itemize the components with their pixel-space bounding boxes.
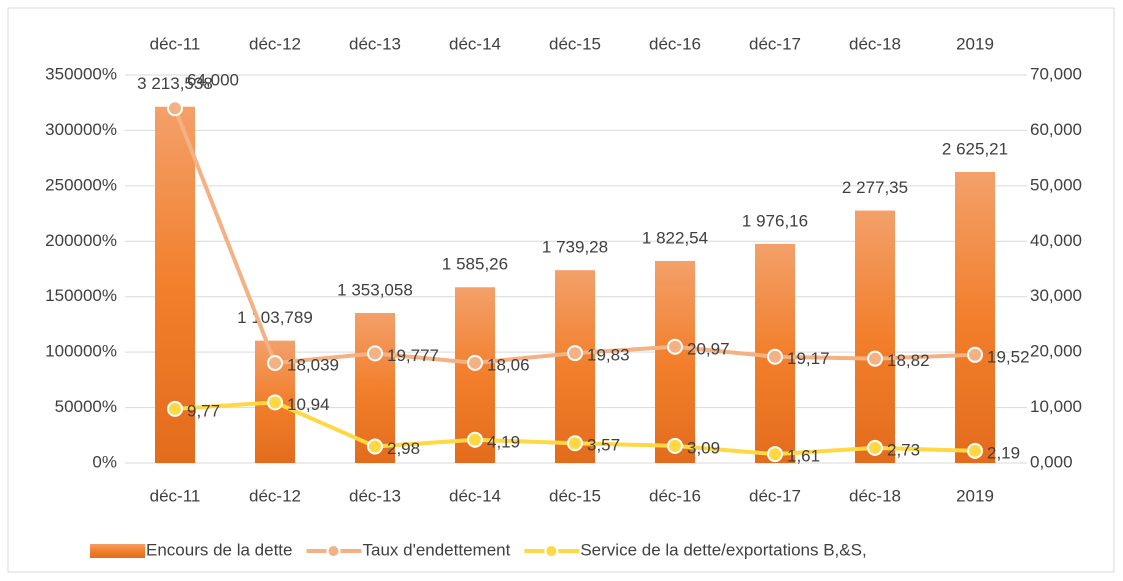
line-marker (567, 435, 583, 452)
y2-tick-label: 10,000 (1030, 397, 1082, 416)
line-value-label: 20,97 (687, 339, 730, 358)
line-value-label: 18,039 (287, 355, 339, 374)
line-value-label: 3,57 (587, 436, 620, 455)
line-marker (967, 346, 983, 363)
legend-label: Encours de la dette (146, 540, 292, 559)
y2-tick-label: 70,000 (1030, 64, 1082, 83)
y-tick-label: 150000% (45, 286, 117, 305)
bar-value-label: 1 976,16 (742, 211, 808, 230)
y2-tick-label: 60,000 (1030, 120, 1082, 139)
line-value-label: 4,19 (487, 432, 520, 451)
line-value-label: 3,09 (687, 438, 720, 457)
bar-value-label: 1 353,058 (337, 280, 413, 299)
line-marker (667, 437, 683, 454)
line-value-label: 19,777 (387, 346, 439, 365)
line-marker (367, 438, 383, 455)
legend-swatch (90, 544, 145, 558)
y2-tick-label: 20,000 (1030, 342, 1082, 361)
y2-tick-label: 40,000 (1030, 231, 1082, 250)
line-marker (967, 442, 983, 459)
line-value-label: 10,94 (287, 395, 330, 414)
bar (855, 210, 895, 463)
line-marker (567, 345, 583, 362)
line-marker (167, 100, 183, 117)
line-marker (467, 354, 483, 371)
line-marker (367, 345, 383, 362)
line-value-label: 64,000 (187, 71, 239, 90)
x-tick-label-top: déc-13 (349, 34, 401, 53)
line-value-label: 18,82 (887, 351, 930, 370)
line-value-label: 18,06 (487, 355, 530, 374)
y-tick-label: 350000% (45, 64, 117, 83)
x-tick-label: déc-18 (849, 486, 901, 505)
y2-tick-label: 50,000 (1030, 175, 1082, 194)
x-tick-label: déc-16 (649, 486, 701, 505)
x-tick-label-top: déc-17 (749, 34, 801, 53)
legend-label: Service de la dette/exportations B,&S, (580, 540, 866, 559)
x-tick-label-top: déc-12 (249, 34, 301, 53)
y-tick-label: 250000% (45, 175, 117, 194)
line-value-label: 19,52 (987, 347, 1030, 366)
bar (955, 171, 995, 463)
x-tick-label: déc-12 (249, 486, 301, 505)
line-marker (767, 446, 783, 463)
x-tick-label-top: déc-18 (849, 34, 901, 53)
line-value-label: 19,83 (587, 346, 630, 365)
line-value-label: 9,77 (187, 401, 220, 420)
x-tick-label: déc-17 (749, 486, 801, 505)
y-tick-label: 100000% (45, 342, 117, 361)
line-value-label: 1,61 (787, 447, 820, 466)
legend-marker (544, 544, 559, 558)
bar-value-label: 3 213,538 (137, 74, 213, 93)
legend-label: Taux d'endettement (362, 540, 510, 559)
legend-marker (326, 544, 341, 558)
bar-value-label: 1 585,26 (442, 255, 508, 274)
line-marker (667, 338, 683, 355)
x-tick-label-top: déc-16 (649, 34, 701, 53)
x-tick-label-top: déc-11 (150, 34, 201, 53)
bar-value-label: 1 739,28 (542, 238, 608, 257)
x-tick-label: 2019 (956, 486, 994, 505)
line-value-label: 2,19 (987, 443, 1020, 462)
y-tick-label: 300000% (45, 120, 117, 139)
line-marker (867, 350, 883, 367)
bar-value-label: 2 625,21 (942, 139, 1008, 158)
y-tick-label: 200000% (45, 231, 117, 250)
y2-tick-label: 0,000 (1030, 452, 1073, 471)
x-tick-label: déc-11 (150, 486, 201, 505)
bar-value-label: 1 822,54 (642, 228, 708, 247)
line-value-label: 19,17 (787, 349, 830, 368)
line-value-label: 2,98 (387, 439, 420, 458)
x-tick-label-top: déc-15 (549, 34, 601, 53)
line-value-label: 2,73 (887, 440, 920, 459)
line-marker (467, 431, 483, 448)
x-tick-label: déc-14 (449, 486, 501, 505)
x-tick-label-top: déc-14 (449, 34, 501, 53)
bar-value-label: 2 277,35 (842, 178, 908, 197)
line-marker (867, 439, 883, 456)
x-tick-label-top: 2019 (956, 34, 994, 53)
bar (555, 270, 595, 463)
bar (355, 313, 395, 463)
line-marker (267, 355, 283, 372)
y2-tick-label: 30,000 (1030, 286, 1082, 305)
x-tick-label: déc-13 (349, 486, 401, 505)
line-marker (267, 394, 283, 411)
bar (655, 260, 695, 463)
line-marker (767, 348, 783, 365)
bar-value-label: 1 103,789 (237, 308, 313, 327)
x-tick-label: déc-15 (549, 486, 601, 505)
y-tick-label: 50000% (55, 397, 117, 416)
line-marker (167, 400, 183, 417)
y-tick-label: 0% (92, 452, 117, 471)
